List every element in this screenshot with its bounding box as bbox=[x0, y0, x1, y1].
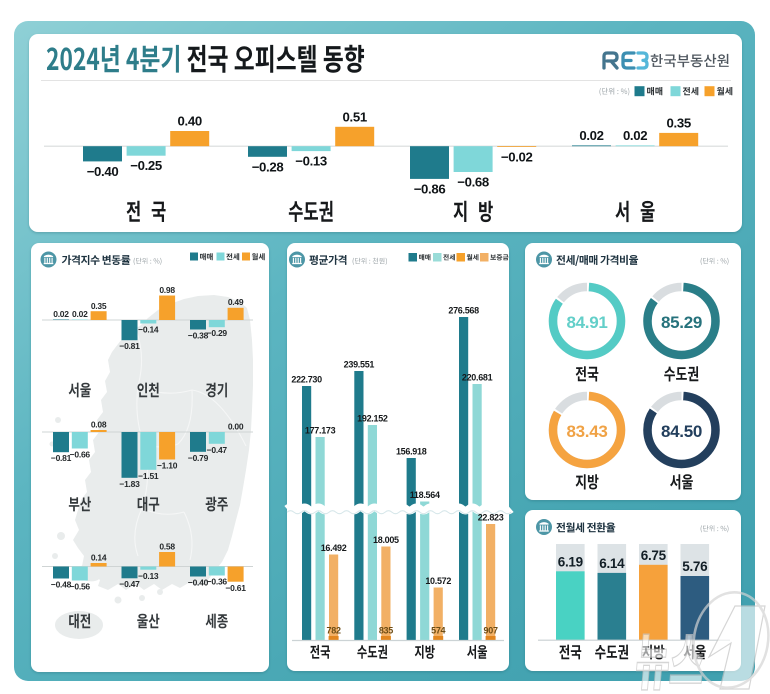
svg-text:6.14: 6.14 bbox=[599, 556, 625, 571]
svg-text:−0.36: −0.36 bbox=[207, 577, 228, 587]
svg-text:0.35: 0.35 bbox=[667, 115, 691, 130]
svg-text:−0.68: −0.68 bbox=[457, 175, 489, 190]
svg-text:−1.83: −1.83 bbox=[119, 479, 140, 489]
svg-text:−0.48: −0.48 bbox=[51, 580, 72, 590]
svg-text:6.75: 6.75 bbox=[641, 548, 667, 563]
svg-text:22.823: 22.823 bbox=[478, 513, 504, 523]
svg-text:84.50: 84.50 bbox=[661, 422, 702, 441]
svg-text:−0.47: −0.47 bbox=[119, 579, 140, 589]
svg-text:−0.13: −0.13 bbox=[138, 571, 159, 581]
svg-text:−0.29: −0.29 bbox=[207, 328, 228, 338]
svg-text:−0.56: −0.56 bbox=[70, 582, 91, 592]
svg-text:222.730: 222.730 bbox=[291, 375, 322, 385]
svg-text:0.02: 0.02 bbox=[53, 309, 69, 319]
svg-text:−0.40: −0.40 bbox=[188, 578, 209, 588]
svg-text:0.02: 0.02 bbox=[72, 309, 88, 319]
svg-text:276.568: 276.568 bbox=[448, 306, 479, 316]
svg-text:−0.38: −0.38 bbox=[188, 331, 209, 341]
svg-text:0.00: 0.00 bbox=[228, 422, 244, 432]
svg-text:156.918: 156.918 bbox=[396, 447, 427, 457]
svg-text:83.43: 83.43 bbox=[566, 422, 607, 441]
svg-text:782: 782 bbox=[327, 626, 341, 636]
svg-text:220.681: 220.681 bbox=[462, 373, 493, 383]
svg-text:118.564: 118.564 bbox=[410, 490, 440, 500]
svg-text:192.152: 192.152 bbox=[357, 414, 388, 424]
svg-text:−1.10: −1.10 bbox=[157, 461, 178, 471]
svg-text:−0.47: −0.47 bbox=[207, 445, 228, 455]
svg-text:−0.86: −0.86 bbox=[414, 181, 446, 196]
svg-text:18.005: 18.005 bbox=[373, 535, 399, 545]
svg-text:0.51: 0.51 bbox=[343, 109, 367, 124]
svg-text:−0.13: −0.13 bbox=[295, 154, 327, 169]
svg-text:−0.61: −0.61 bbox=[225, 583, 246, 593]
svg-text:−0.14: −0.14 bbox=[138, 325, 159, 335]
svg-text:0.08: 0.08 bbox=[91, 420, 107, 430]
svg-text:177.173: 177.173 bbox=[305, 426, 336, 436]
svg-text:10.572: 10.572 bbox=[425, 576, 451, 586]
svg-text:−0.81: −0.81 bbox=[51, 453, 72, 463]
svg-text:−0.81: −0.81 bbox=[119, 341, 140, 351]
svg-text:16.492: 16.492 bbox=[321, 543, 347, 553]
svg-text:907: 907 bbox=[484, 626, 498, 636]
svg-text:0.58: 0.58 bbox=[159, 542, 175, 552]
svg-text:85.29: 85.29 bbox=[661, 313, 702, 332]
svg-text:6.19: 6.19 bbox=[558, 554, 583, 569]
svg-text:835: 835 bbox=[379, 626, 393, 636]
svg-text:0.49: 0.49 bbox=[228, 297, 244, 307]
svg-text:0.35: 0.35 bbox=[91, 301, 107, 311]
svg-text:239.551: 239.551 bbox=[344, 360, 375, 370]
svg-text:0.02: 0.02 bbox=[579, 128, 603, 143]
svg-text:0.02: 0.02 bbox=[623, 128, 647, 143]
svg-text:574: 574 bbox=[431, 626, 445, 636]
svg-text:−0.25: −0.25 bbox=[130, 158, 162, 173]
svg-text:0.14: 0.14 bbox=[91, 553, 107, 563]
svg-text:84.91: 84.91 bbox=[566, 313, 607, 332]
svg-text:−0.40: −0.40 bbox=[87, 164, 119, 179]
svg-text:−0.28: −0.28 bbox=[252, 159, 284, 174]
svg-text:0.98: 0.98 bbox=[159, 285, 175, 295]
svg-text:−0.02: −0.02 bbox=[501, 150, 533, 165]
svg-text:5.76: 5.76 bbox=[682, 559, 708, 574]
svg-text:0.40: 0.40 bbox=[178, 114, 202, 129]
svg-text:−0.79: −0.79 bbox=[188, 453, 209, 463]
svg-text:−1.51: −1.51 bbox=[138, 471, 159, 481]
svg-text:−0.66: −0.66 bbox=[70, 450, 91, 460]
